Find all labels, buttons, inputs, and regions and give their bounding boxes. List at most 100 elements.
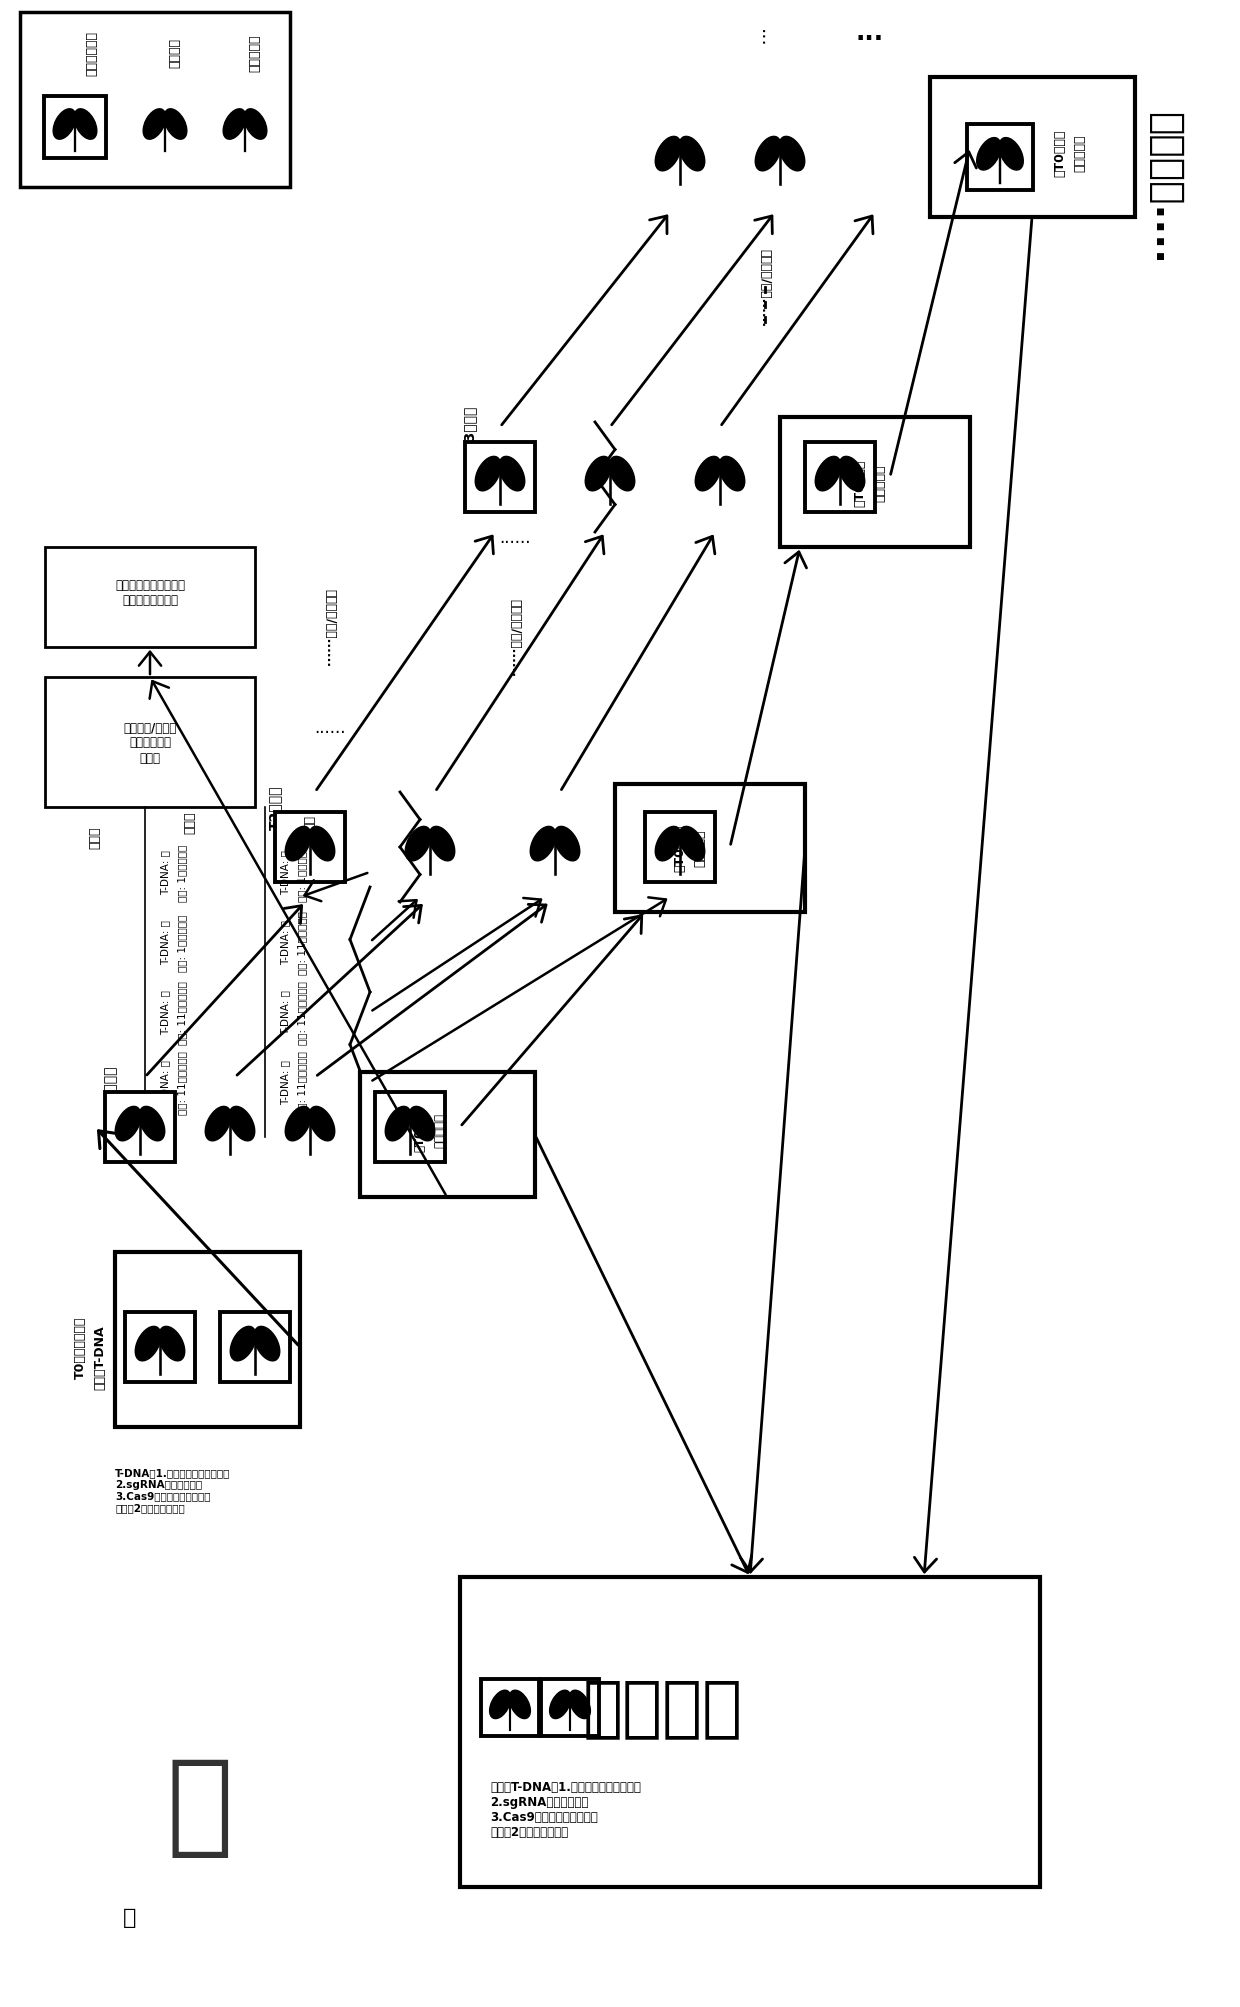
Ellipse shape	[755, 136, 781, 173]
Ellipse shape	[510, 1690, 531, 1718]
Ellipse shape	[779, 136, 805, 173]
Ellipse shape	[164, 110, 187, 140]
Ellipse shape	[609, 458, 635, 492]
Bar	[930, 78, 1135, 219]
Text: 配点: 1个目标编辑: 配点: 1个目标编辑	[177, 845, 187, 901]
Ellipse shape	[680, 136, 704, 173]
Ellipse shape	[53, 110, 76, 140]
Ellipse shape	[429, 827, 455, 861]
Text: ...: ...	[856, 20, 884, 44]
Ellipse shape	[585, 458, 611, 492]
Ellipse shape	[977, 138, 1001, 171]
Ellipse shape	[74, 110, 97, 140]
Ellipse shape	[531, 827, 556, 861]
Ellipse shape	[231, 1327, 255, 1361]
Ellipse shape	[569, 1690, 590, 1718]
Text: 单拷贝T-DNA: 单拷贝T-DNA	[93, 1325, 107, 1389]
Ellipse shape	[719, 458, 745, 492]
Text: T-DNA: 有: T-DNA: 有	[160, 919, 170, 965]
Bar	[465, 444, 534, 512]
Text: 与T0代基因: 与T0代基因	[413, 1108, 427, 1152]
Ellipse shape	[244, 110, 267, 140]
Bar	[542, 1678, 599, 1736]
Ellipse shape	[135, 1327, 161, 1361]
Bar	[376, 1092, 445, 1162]
Ellipse shape	[229, 1106, 254, 1142]
Ellipse shape	[554, 827, 580, 861]
Text: 配点: 1个目标编辑: 配点: 1个目标编辑	[298, 845, 308, 901]
Text: 魁: 魁	[123, 1907, 136, 1927]
Text: 表型筛选/鉴定......: 表型筛选/鉴定......	[759, 249, 771, 327]
Bar	[615, 785, 805, 913]
Bar	[105, 1092, 175, 1162]
Text: 表型筛选/鉴定......: 表型筛选/鉴定......	[508, 598, 522, 676]
Text: T-DNA：1.选择标记，组成型表达
2.sgRNA，组成型表达
3.Cas9，非编细胞特异表达
位点：2个未编辑的位点: T-DNA：1.选择标记，组成型表达 2.sgRNA，组成型表达 3.Cas9，…	[115, 1467, 231, 1511]
Bar	[115, 1252, 300, 1427]
Text: ......: ......	[314, 719, 346, 737]
Ellipse shape	[490, 1690, 511, 1718]
Text: 卵细胞: 卵细胞	[184, 811, 196, 833]
Bar	[45, 678, 255, 807]
Text: 表型筛选/鉴定，
例如，抗除草
剂性状: 表型筛选/鉴定， 例如，抗除草 剂性状	[123, 721, 176, 765]
Ellipse shape	[655, 136, 681, 173]
Ellipse shape	[696, 458, 720, 492]
Ellipse shape	[405, 827, 432, 861]
Text: 型完全相同: 型完全相同	[1074, 134, 1086, 173]
Text: ...: ...	[755, 28, 775, 48]
Ellipse shape	[309, 1106, 335, 1142]
Text: 突变植株: 突变植株	[169, 38, 181, 68]
Text: 表型筛选/鉴定......: 表型筛选/鉴定......	[324, 588, 336, 666]
Text: 配点: 11个未被编辑: 配点: 11个未被编辑	[177, 1050, 187, 1114]
Text: T-DNA: 有: T-DNA: 有	[280, 851, 290, 895]
Ellipse shape	[815, 458, 841, 492]
Text: ......: ......	[500, 528, 531, 546]
Bar	[45, 96, 105, 159]
Text: 配点: 11个未被编辑: 配点: 11个未被编辑	[298, 1050, 308, 1114]
Text: 型完全相同: 型完全相同	[434, 1112, 446, 1146]
Text: 与T0代基因: 与T0代基因	[673, 825, 687, 871]
Ellipse shape	[549, 1690, 570, 1718]
Ellipse shape	[143, 110, 166, 140]
Ellipse shape	[999, 138, 1023, 171]
Text: 与T0代基因: 与T0代基因	[853, 460, 867, 506]
Text: 花粉: 花粉	[304, 815, 316, 831]
Text: 与T0代基因: 与T0代基因	[1054, 128, 1066, 177]
Text: 魁: 魁	[166, 1754, 233, 1860]
Bar	[645, 813, 714, 883]
Ellipse shape	[159, 1327, 185, 1361]
Ellipse shape	[386, 1106, 410, 1142]
Ellipse shape	[475, 458, 501, 492]
Text: T-DNA: 无: T-DNA: 无	[280, 1060, 290, 1106]
Ellipse shape	[498, 458, 525, 492]
Ellipse shape	[223, 110, 246, 140]
Bar	[780, 417, 970, 548]
Text: T-DNA: 无: T-DNA: 无	[160, 989, 170, 1036]
Text: 配点: 11个未被编辑: 配点: 11个未被编辑	[298, 981, 308, 1044]
Ellipse shape	[115, 1106, 141, 1142]
Bar	[460, 1578, 1040, 1887]
Ellipse shape	[309, 827, 335, 861]
Text: T-DNA: 有: T-DNA: 有	[160, 851, 170, 895]
Text: T-DNA: 有: T-DNA: 有	[280, 989, 290, 1036]
Text: 配点: 11个未被编辑: 配点: 11个未被编辑	[298, 911, 308, 975]
Text: 型完全相同: 型完全相同	[693, 829, 707, 867]
Text: T3代植株: T3代植株	[463, 405, 477, 450]
Ellipse shape	[285, 1106, 311, 1142]
Text: 单拷贝T-DNA：1.选择标记，组成型表达
2.sgRNA，组成型表达
3.Cas9，非编细胞特异表达
位点：2个未编辑的位点: 单拷贝T-DNA：1.选择标记，组成型表达 2.sgRNA，组成型表达 3.Ca…	[490, 1780, 641, 1838]
Ellipse shape	[285, 827, 311, 861]
Bar	[481, 1678, 538, 1736]
Text: 野生型植株: 野生型植株	[248, 34, 262, 72]
Bar	[45, 548, 255, 648]
Text: 魔法界元: 魔法界元	[583, 1674, 743, 1740]
Ellipse shape	[680, 827, 704, 861]
Ellipse shape	[839, 458, 864, 492]
Ellipse shape	[206, 1106, 231, 1142]
Ellipse shape	[254, 1327, 280, 1361]
Bar	[20, 12, 290, 189]
Ellipse shape	[655, 827, 681, 861]
Text: T0代转基因植株: T0代转基因植株	[73, 1317, 87, 1379]
Text: 配点: 11个未被编辑: 配点: 11个未被编辑	[177, 981, 187, 1044]
Text: T-DNA: 无: T-DNA: 无	[160, 1060, 170, 1106]
Text: T2代植株: T2代植株	[268, 785, 281, 829]
Bar	[125, 1313, 195, 1383]
